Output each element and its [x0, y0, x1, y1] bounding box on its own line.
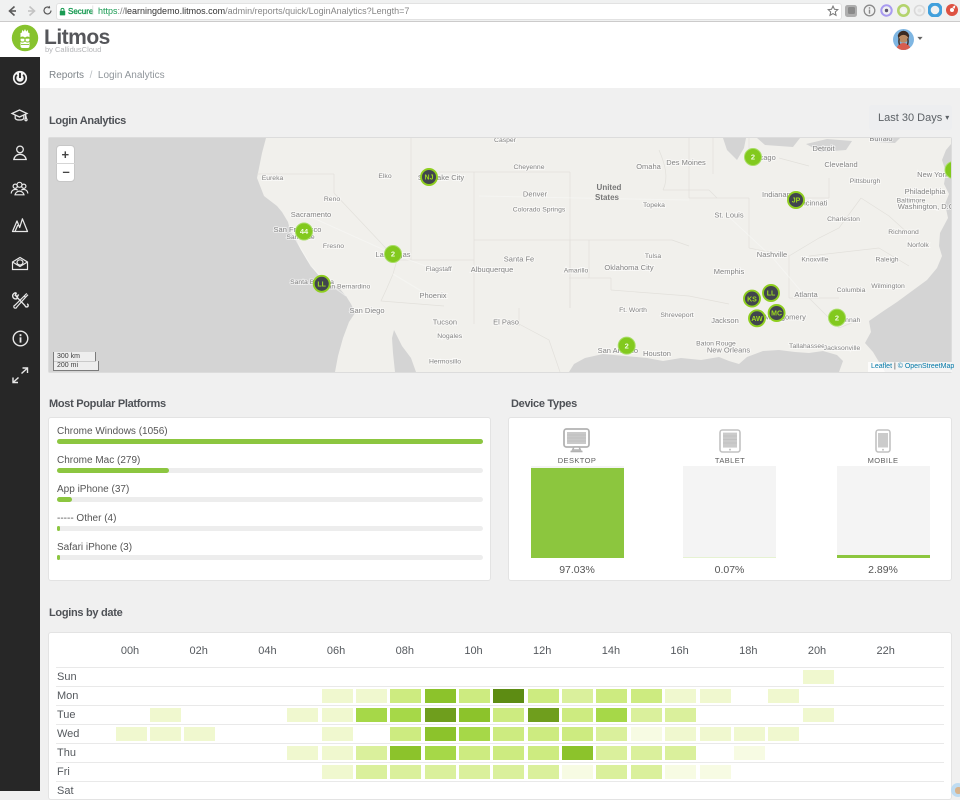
- svg-text:Fresno: Fresno: [323, 243, 344, 250]
- svg-text:Pittsburgh: Pittsburgh: [850, 178, 881, 185]
- svg-text:Sacramento: Sacramento: [291, 210, 331, 219]
- svg-text:Buffalo: Buffalo: [869, 138, 892, 143]
- svg-text:Wilmington: Wilmington: [871, 283, 905, 290]
- svg-text:Santa Fe: Santa Fe: [504, 255, 534, 264]
- svg-text:Baltimore: Baltimore: [897, 198, 926, 205]
- svg-text:New York: New York: [917, 170, 949, 179]
- svg-text:Cincinnati: Cincinnati: [795, 199, 828, 208]
- svg-text:Montgomery: Montgomery: [764, 313, 806, 322]
- svg-text:Charleston: Charleston: [827, 216, 860, 223]
- svg-text:Elko: Elko: [378, 173, 391, 180]
- svg-text:Hermosillo: Hermosillo: [429, 359, 461, 366]
- svg-text:Phoenix: Phoenix: [419, 291, 446, 300]
- svg-text:2: 2: [625, 341, 629, 350]
- svg-text:Tucson: Tucson: [433, 318, 457, 327]
- svg-text:Richmond: Richmond: [888, 229, 919, 236]
- svg-text:MC: MC: [771, 311, 782, 318]
- svg-text:NJ: NJ: [425, 175, 434, 182]
- svg-text:San Diego: San Diego: [349, 306, 384, 315]
- svg-text:Tulsa: Tulsa: [645, 253, 662, 260]
- svg-text:Houston: Houston: [643, 349, 671, 358]
- svg-text:United: United: [597, 183, 622, 192]
- svg-text:San Bernardino: San Bernardino: [323, 284, 370, 291]
- svg-text:Columbia: Columbia: [837, 287, 866, 294]
- svg-text:Tallahassee: Tallahassee: [789, 343, 825, 350]
- svg-text:2: 2: [751, 153, 755, 162]
- svg-text:Philadelphia: Philadelphia: [905, 187, 947, 196]
- svg-text:Cleveland: Cleveland: [824, 160, 857, 169]
- svg-text:St. Louis: St. Louis: [714, 211, 743, 220]
- svg-text:El Paso: El Paso: [493, 318, 519, 327]
- svg-text:LL: LL: [317, 282, 326, 289]
- svg-text:Albuquerque: Albuquerque: [471, 265, 514, 274]
- svg-text:New Orleans: New Orleans: [707, 346, 751, 355]
- svg-text:Cheyenne: Cheyenne: [514, 164, 545, 171]
- svg-text:Chicago: Chicago: [748, 153, 776, 162]
- svg-text:2: 2: [835, 313, 839, 322]
- svg-text:Shreveport: Shreveport: [660, 312, 693, 319]
- svg-text:Casper: Casper: [494, 138, 517, 144]
- svg-text:Des Moines: Des Moines: [666, 158, 706, 167]
- svg-text:Jackson: Jackson: [711, 316, 739, 325]
- svg-text:States: States: [595, 193, 620, 202]
- svg-text:Santa Barbara: Santa Barbara: [290, 279, 334, 286]
- svg-text:Colorado Springs: Colorado Springs: [513, 207, 566, 214]
- svg-text:JP: JP: [792, 198, 801, 205]
- svg-text:San Antonio: San Antonio: [598, 346, 638, 355]
- svg-text:Jacksonville: Jacksonville: [824, 345, 861, 352]
- svg-text:Reno: Reno: [324, 196, 340, 203]
- svg-text:Indianapolis: Indianapolis: [762, 190, 802, 199]
- svg-text:Nogales: Nogales: [437, 333, 463, 340]
- svg-text:Detroit: Detroit: [812, 144, 835, 153]
- svg-text:Memphis: Memphis: [714, 267, 745, 276]
- svg-text:Omaha: Omaha: [636, 162, 661, 171]
- svg-text:Denver: Denver: [523, 190, 548, 199]
- svg-text:44: 44: [300, 227, 309, 236]
- svg-text:LL: LL: [767, 291, 776, 298]
- svg-text:AW: AW: [751, 316, 763, 323]
- svg-text:Oklahoma City: Oklahoma City: [604, 263, 653, 272]
- svg-text:2: 2: [391, 250, 395, 259]
- svg-text:Washington, D.C.: Washington, D.C.: [898, 202, 951, 211]
- svg-text:Topeka: Topeka: [643, 202, 665, 209]
- svg-text:Atlanta: Atlanta: [794, 290, 818, 299]
- svg-text:Ft. Worth: Ft. Worth: [619, 307, 647, 314]
- svg-text:Flagstaff: Flagstaff: [426, 266, 452, 273]
- svg-text:Amarillo: Amarillo: [564, 268, 589, 275]
- svg-text:Salt Lake City: Salt Lake City: [418, 173, 465, 182]
- svg-text:Baton Rouge: Baton Rouge: [696, 341, 736, 348]
- svg-text:Raleigh: Raleigh: [875, 257, 898, 264]
- svg-text:Nashville: Nashville: [757, 250, 787, 259]
- svg-text:Knoxville: Knoxville: [801, 257, 828, 264]
- svg-text:Norfolk: Norfolk: [907, 242, 929, 249]
- svg-text:KS: KS: [747, 296, 757, 303]
- svg-text:Eureka: Eureka: [262, 175, 284, 182]
